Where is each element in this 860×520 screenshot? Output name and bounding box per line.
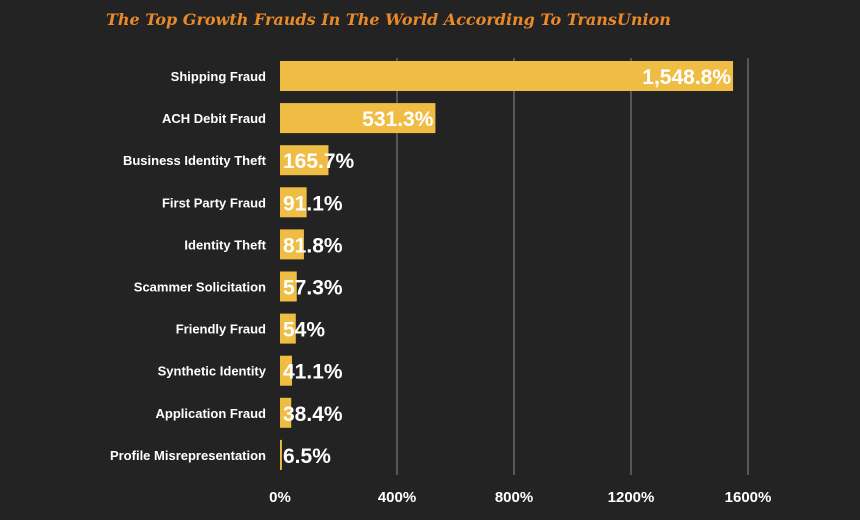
value-label-4: 81.8% [283, 234, 343, 257]
bar-8 [280, 397, 292, 428]
value-label-5: 57.3% [283, 277, 343, 300]
x-tick-label-0: 0% [269, 489, 291, 506]
value-label-7: 41.1% [283, 361, 343, 384]
category-label-6: Friendly Fraud [176, 322, 266, 337]
category-label-1: ACH Debit Fraud [162, 111, 266, 126]
bar-0 [280, 61, 734, 91]
category-label-8: Application Fraud [156, 406, 267, 421]
value-label-1: 531.3% [362, 108, 434, 131]
x-tick-label-2: 800% [495, 489, 533, 506]
bar-2 [280, 145, 329, 176]
category-label-3: First Party Fraud [162, 195, 266, 210]
bar-4 [280, 229, 304, 260]
category-label-4: Identity Theft [184, 237, 266, 252]
x-tick-label-4: 1600% [725, 489, 772, 506]
value-label-6: 54% [283, 319, 325, 342]
x-tick-label-3: 1200% [608, 489, 655, 506]
category-label-5: Scammer Solicitation [134, 280, 266, 295]
value-label-2: 165.7% [283, 150, 355, 173]
category-label-9: Profile Misrepresentation [110, 448, 266, 463]
bar-7 [280, 355, 293, 386]
bar-3 [280, 187, 307, 218]
bar-6 [280, 313, 296, 344]
bar-5 [280, 271, 297, 302]
category-label-7: Synthetic Identity [158, 364, 267, 379]
value-label-8: 38.4% [283, 403, 343, 426]
chart-title: The Top Growth Frauds In The World Accor… [106, 10, 671, 29]
bar-9 [280, 439, 282, 470]
value-label-9: 6.5% [283, 445, 331, 468]
bar-1 [280, 103, 436, 134]
value-label-0: 1,548.8% [642, 66, 731, 89]
x-tick-label-1: 400% [378, 489, 416, 506]
value-label-3: 91.1% [283, 192, 343, 215]
category-label-2: Business Identity Theft [123, 153, 267, 168]
category-label-0: Shipping Fraud [171, 69, 266, 84]
